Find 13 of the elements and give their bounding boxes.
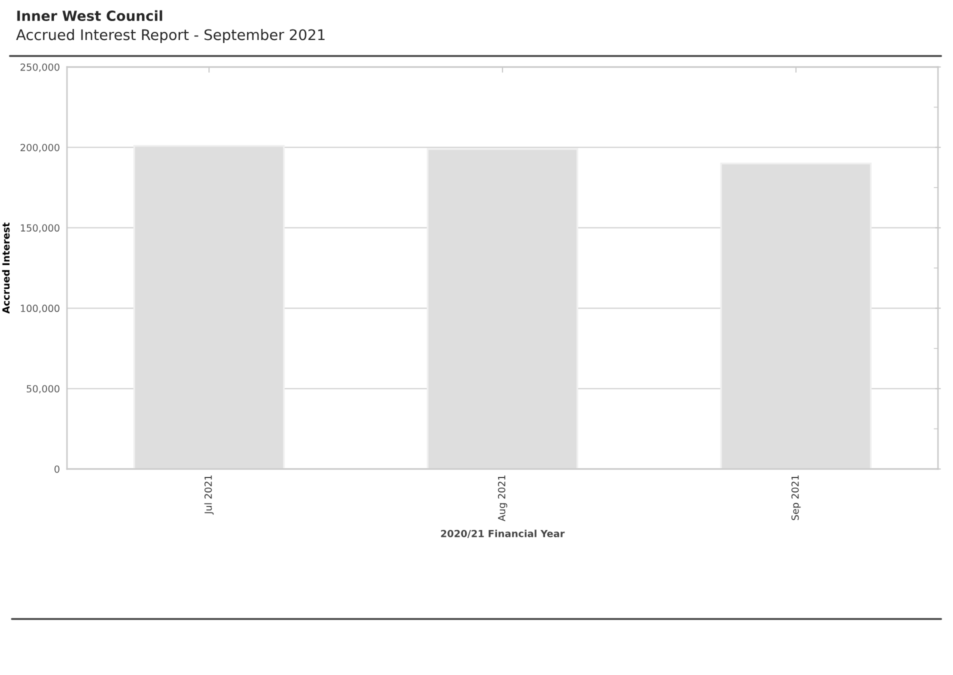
x-tick-label: Sep 2021 — [791, 475, 801, 520]
y-tick-label: 100,000 — [20, 304, 60, 314]
x-tick-label: Jul 2021 — [204, 475, 214, 515]
y-tick-label: 50,000 — [26, 385, 60, 394]
x-axis-title: 2020/21 Financial Year — [441, 530, 565, 538]
y-tick-label: 150,000 — [20, 224, 60, 233]
chart-title: Inner West Council — [17, 10, 162, 22]
y-axis-title: Accrued Interest — [2, 222, 10, 314]
y-tick-label: 250,000 — [20, 63, 60, 72]
x-tick-label: Aug 2021 — [498, 475, 508, 522]
chart-subtitle: Accrued Interest Report - September 2021 — [16, 28, 325, 44]
y-tick-label: 200,000 — [20, 144, 60, 152]
y-tick-label: 0 — [54, 465, 60, 473]
